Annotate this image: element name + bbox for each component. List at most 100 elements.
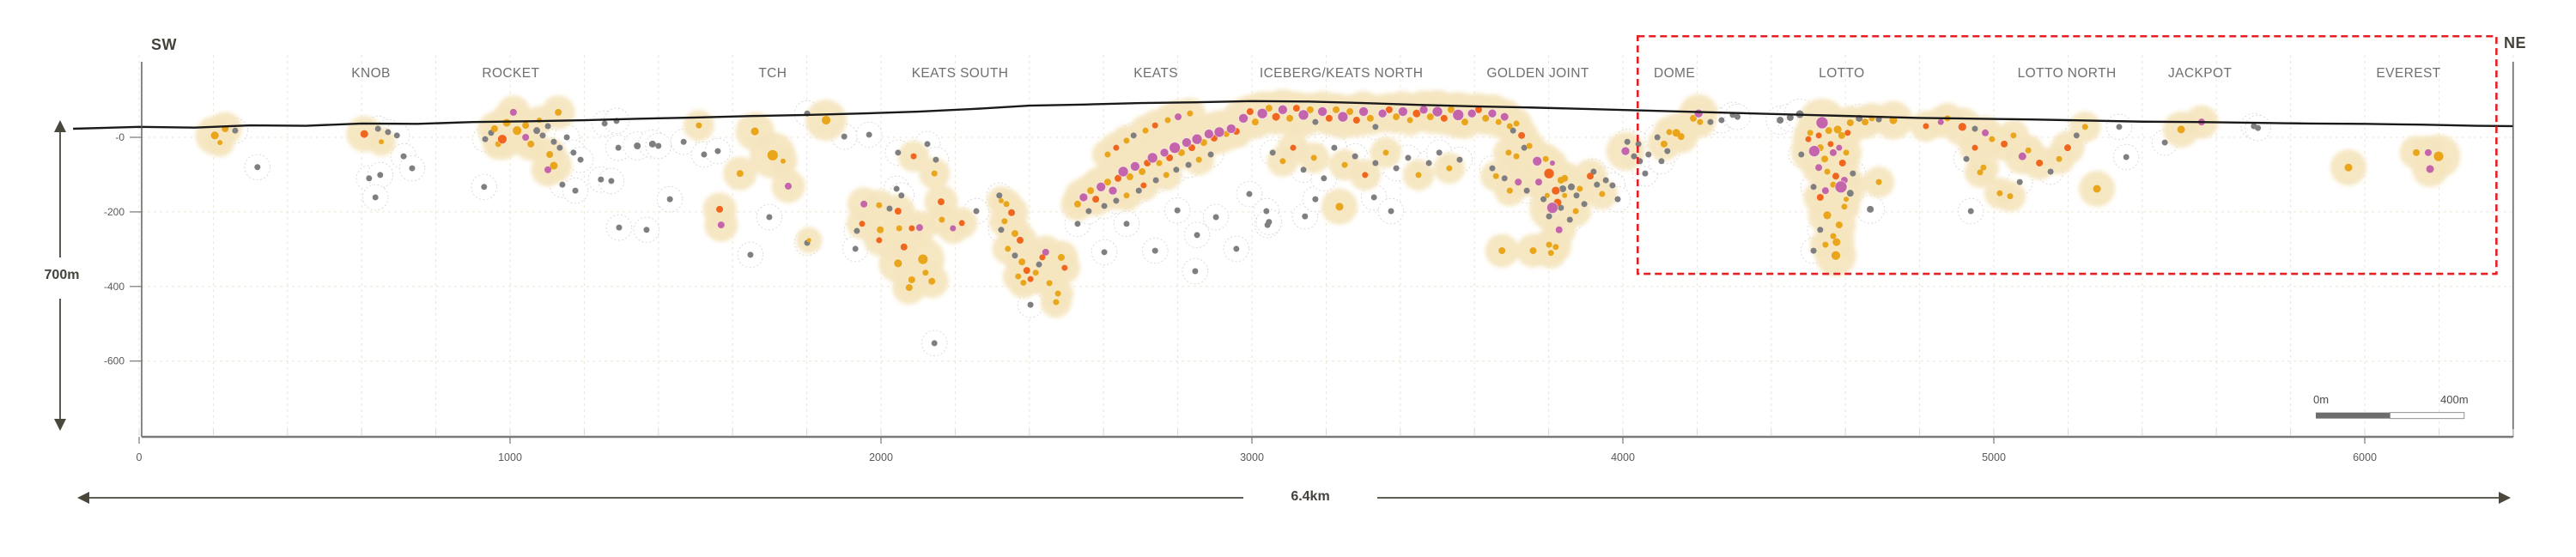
drill-intercept bbox=[1419, 105, 1429, 115]
drill-intercept bbox=[1191, 133, 1203, 145]
drill-intercept bbox=[1169, 142, 1182, 154]
drill-intercept bbox=[1341, 161, 1348, 168]
drill-intercept bbox=[608, 178, 615, 185]
drill-intercept bbox=[1333, 106, 1340, 113]
drill-intercept bbox=[2010, 132, 2017, 139]
drill-intercept bbox=[2255, 124, 2262, 131]
y-axis-tick-label: -0 bbox=[115, 131, 125, 143]
drill-intercept bbox=[210, 130, 220, 141]
drill-intercept bbox=[1829, 148, 1837, 156]
drill-intercept bbox=[1609, 182, 1616, 189]
drill-intercept bbox=[379, 139, 385, 145]
drill-intercept bbox=[1436, 149, 1443, 156]
drill-intercept bbox=[1352, 117, 1360, 124]
drill-intercept bbox=[1113, 144, 1120, 151]
drill-intercept bbox=[1573, 192, 1580, 199]
drill-intercept bbox=[1425, 160, 1432, 166]
drill-intercept bbox=[1104, 151, 1111, 158]
drill-intercept bbox=[377, 172, 384, 179]
drill-intercept bbox=[1495, 118, 1502, 125]
drill-intercept bbox=[1017, 236, 1024, 244]
zone-label: ICEBERG/KEATS NORTH bbox=[1260, 66, 1423, 81]
drill-intercept bbox=[2116, 124, 2123, 130]
drill-intercept bbox=[1971, 144, 1978, 151]
drill-intercept bbox=[1325, 114, 1333, 122]
depth-extent-label: 700m bbox=[44, 268, 80, 282]
drill-intercept bbox=[1577, 185, 1583, 192]
drill-intercept bbox=[1213, 126, 1225, 138]
drill-intercept bbox=[1195, 156, 1202, 163]
drill-intercept bbox=[893, 258, 903, 269]
drill-intercept bbox=[481, 184, 488, 191]
drill-intercept bbox=[1467, 108, 1477, 118]
drill-intercept bbox=[1175, 113, 1182, 121]
drill-intercepts bbox=[210, 104, 2445, 347]
drill-intercept bbox=[533, 127, 541, 135]
drill-intercept bbox=[1518, 131, 1526, 139]
drill-intercept bbox=[1567, 183, 1575, 191]
drill-intercept bbox=[1967, 208, 1974, 215]
drill-intercept bbox=[1015, 273, 1022, 280]
drill-intercept bbox=[958, 220, 965, 227]
drill-intercept bbox=[598, 176, 605, 183]
drill-intercept bbox=[1300, 166, 1307, 173]
drill-intercept bbox=[2344, 163, 2353, 172]
drill-intercept bbox=[2123, 154, 2129, 160]
drill-intercept bbox=[1586, 173, 1594, 180]
drill-intercept bbox=[1654, 134, 1661, 141]
zone-label: ROCKET bbox=[482, 66, 539, 81]
drill-intercept bbox=[908, 225, 915, 232]
drill-intercept bbox=[1135, 187, 1142, 194]
drill-intercept bbox=[1225, 124, 1236, 134]
drill-intercept bbox=[2016, 179, 2023, 185]
drill-intercept bbox=[747, 251, 754, 258]
drill-intercept bbox=[2056, 155, 2063, 162]
drill-intercept bbox=[1923, 123, 1929, 130]
drill-intercept bbox=[1824, 168, 1831, 175]
drill-intercept bbox=[866, 131, 872, 138]
drill-intercept bbox=[1001, 218, 1008, 225]
drill-intercept bbox=[1074, 221, 1081, 227]
drill-intercept bbox=[2426, 165, 2434, 173]
drill-intercept bbox=[894, 208, 902, 215]
drill-intercept bbox=[766, 214, 773, 221]
drill-intercept bbox=[666, 196, 673, 203]
drill-intercept bbox=[385, 129, 392, 136]
y-axis-tick-label: -600 bbox=[104, 355, 125, 367]
drill-intercept bbox=[1164, 117, 1171, 124]
drill-intercept bbox=[896, 225, 902, 232]
drill-intercept bbox=[1306, 106, 1314, 113]
zone-label: LOTTO bbox=[1819, 66, 1864, 81]
drill-intercept bbox=[544, 123, 551, 130]
drill-intercept bbox=[1501, 175, 1508, 182]
drill-intercept bbox=[1875, 116, 1882, 123]
drill-intercept bbox=[1660, 140, 1668, 148]
drill-intercept bbox=[1233, 245, 1240, 252]
drill-intercept bbox=[1786, 113, 1794, 121]
drill-intercept bbox=[1108, 185, 1118, 196]
drill-intercept bbox=[1963, 155, 1970, 162]
drill-intercept bbox=[556, 144, 563, 151]
drill-intercept bbox=[1844, 130, 1851, 136]
scalebar-zero-label: 0m bbox=[2313, 393, 2330, 406]
drill-intercept bbox=[1810, 184, 1817, 191]
drill-intercept bbox=[1113, 197, 1120, 204]
drill-intercept bbox=[1821, 187, 1829, 195]
drill-intercept bbox=[1838, 159, 1846, 166]
drill-intercept bbox=[1393, 113, 1400, 121]
drill-intercept bbox=[1489, 165, 1496, 172]
orientation-label-sw: SW bbox=[151, 36, 177, 53]
drill-intercept bbox=[1103, 179, 1111, 186]
drill-intercept bbox=[1832, 173, 1839, 180]
drill-intercept bbox=[1426, 113, 1434, 121]
drill-intercept bbox=[1263, 208, 1270, 215]
drill-intercept bbox=[876, 237, 883, 244]
drill-intercept bbox=[1397, 106, 1408, 117]
drill-intercept bbox=[1552, 244, 1559, 251]
drill-intercept bbox=[854, 227, 860, 234]
drill-intercept bbox=[1312, 196, 1319, 203]
orientation-label-ne: NE bbox=[2504, 34, 2527, 51]
drill-intercept bbox=[1039, 254, 1046, 261]
drill-intercept bbox=[806, 238, 811, 243]
drill-intercept bbox=[1677, 133, 1685, 141]
